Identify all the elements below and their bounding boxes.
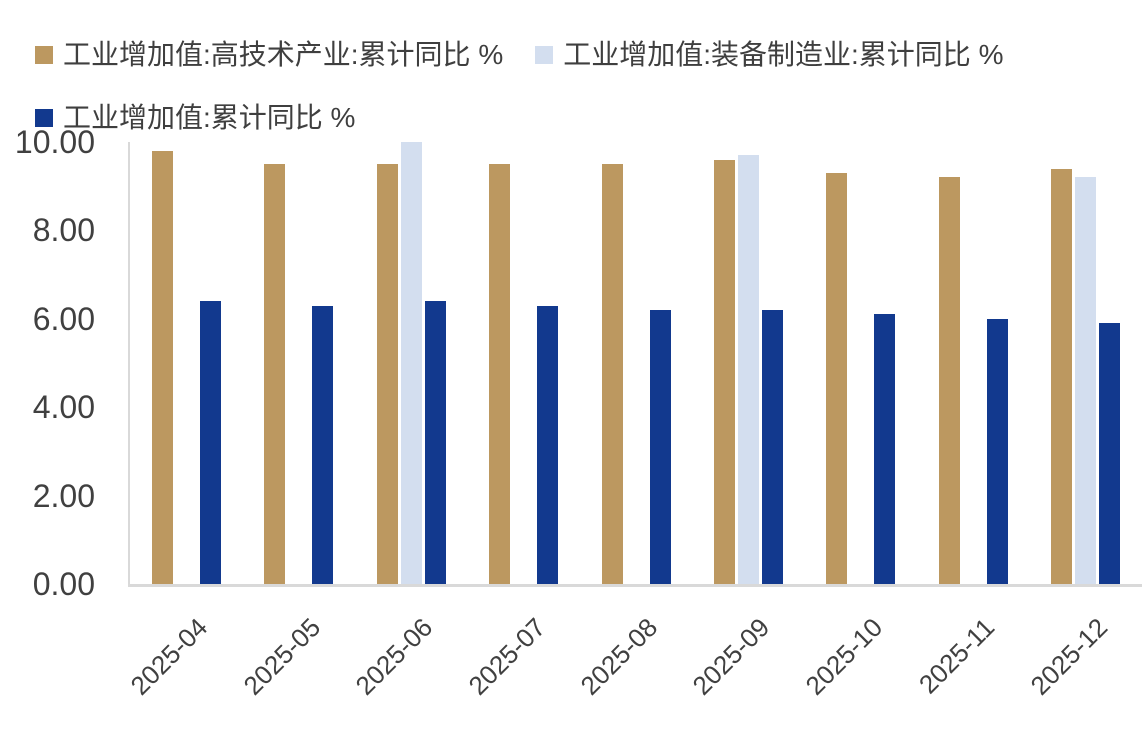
- bar-high-tech-2025-09: [714, 160, 735, 584]
- y-axis-tick-label: 0.00: [32, 566, 95, 602]
- y-axis-tick-label: 8.00: [32, 212, 95, 248]
- legend-item-equipment: 工业增加值:装备制造业:累计同比 %: [535, 39, 1004, 71]
- bar-overall-2025-05: [312, 306, 333, 584]
- bar-overall-2025-11: [987, 319, 1008, 584]
- bar-overall-2025-12: [1099, 323, 1120, 584]
- bar-high-tech-2025-04: [152, 151, 173, 584]
- legend-item-overall: 工业增加值:累计同比 %: [35, 102, 356, 134]
- legend-swatch-high-tech: [35, 46, 53, 65]
- bar-equipment-2025-06: [401, 142, 422, 584]
- legend-label-high-tech: 工业增加值:高技术产业:累计同比 %: [63, 39, 504, 70]
- legend-row-1: 工业增加值:高技术产业:累计同比 % 工业增加值:装备制造业:累计同比 %: [35, 39, 1004, 71]
- bar-high-tech-2025-06: [377, 164, 398, 584]
- legend-label-equipment: 工业增加值:装备制造业:累计同比 %: [563, 39, 1004, 70]
- bar-overall-2025-07: [537, 306, 558, 584]
- bar-high-tech-2025-08: [602, 164, 623, 584]
- bar-overall-2025-09: [762, 310, 783, 584]
- y-axis-tick-label: 4.00: [32, 389, 95, 425]
- bar-equipment-2025-12: [1075, 177, 1096, 584]
- bar-equipment-2025-09: [738, 155, 759, 584]
- bar-high-tech-2025-12: [1051, 169, 1072, 584]
- legend-label-overall: 工业增加值:累计同比 %: [63, 102, 356, 133]
- bar-high-tech-2025-05: [264, 164, 285, 584]
- bar-overall-2025-04: [200, 301, 221, 584]
- bar-overall-2025-10: [874, 314, 895, 584]
- legend-item-high-tech: 工业增加值:高技术产业:累计同比 %: [35, 39, 504, 71]
- bar-overall-2025-06: [425, 301, 446, 584]
- y-axis-tick-label: 6.00: [32, 301, 95, 337]
- bar-high-tech-2025-11: [939, 177, 960, 584]
- legend-swatch-overall: [35, 109, 53, 128]
- bar-high-tech-2025-07: [489, 164, 510, 584]
- y-axis-tick-label: 10.00: [14, 124, 95, 160]
- legend-row-2: 工业增加值:累计同比 %: [35, 102, 356, 134]
- legend-swatch-equipment: [535, 46, 554, 65]
- plot-area: [128, 142, 1142, 587]
- y-axis-tick-label: 2.00: [32, 478, 95, 514]
- bar-overall-2025-08: [650, 310, 671, 584]
- bar-high-tech-2025-10: [826, 173, 847, 584]
